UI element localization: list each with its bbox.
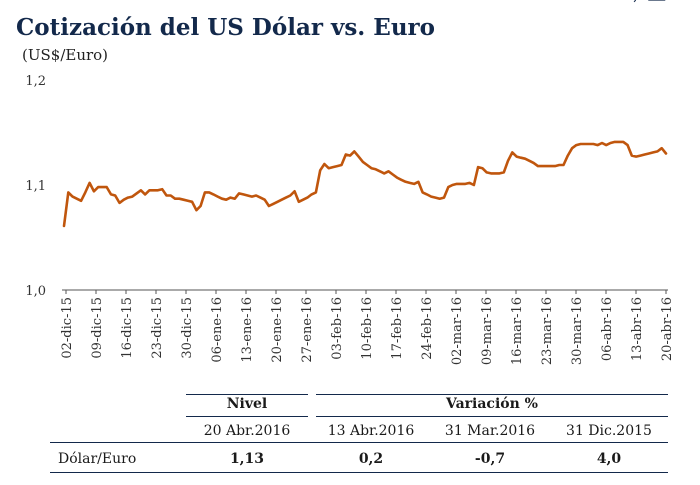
x-tick-label: 13-ene-16: [240, 297, 255, 363]
header-variacion: Variación %: [446, 396, 538, 412]
x-tick-label: 20-abr-16: [660, 297, 675, 361]
row-label: Dólar/Euro: [58, 451, 137, 467]
x-tick-label: 17-feb-16: [390, 297, 405, 360]
col-date-2: 13 Abr.2016: [327, 423, 415, 439]
x-tick-label: 20-ene-16: [270, 297, 285, 363]
x-tick-label: 10-feb-16: [360, 297, 375, 360]
table-mid-rule-nivel: [186, 416, 308, 417]
x-tick-label: 09-dic-15: [90, 297, 105, 359]
x-tick-label: 13-abr-16: [630, 297, 645, 361]
x-tick-label: 09-mar-16: [480, 297, 495, 365]
x-tick-label: 23-mar-16: [540, 297, 555, 365]
y-tick-label: 1,2: [25, 74, 46, 89]
x-tick-label: 03-feb-16: [330, 297, 345, 360]
value-var-31dic: 4,0: [596, 451, 622, 467]
x-tick-label: 02-mar-16: [450, 297, 465, 365]
col-date-1: 20 Abr.2016: [203, 423, 291, 439]
value-var-13abr: 0,2: [358, 451, 384, 467]
col-date-4: 31 Dic.2015: [566, 423, 652, 439]
series-line: [62, 140, 668, 228]
value-nivel: 1,13: [229, 451, 265, 467]
x-tick-label: 06-abr-16: [600, 297, 615, 361]
x-tick-label: 30-mar-16: [570, 297, 585, 365]
chart-subtitle: (US$/Euro): [22, 46, 109, 64]
x-tick-label: 30-dic-15: [180, 297, 195, 359]
table-mid-rule-variacion: [316, 416, 668, 417]
annotation-label: 1,13: [624, 0, 657, 4]
table-bottom-rule: [50, 472, 668, 473]
x-tick-label: 16-dic-15: [120, 297, 135, 359]
x-tick-label: 27-ene-16: [300, 297, 315, 363]
x-tick-label: 06-ene-16: [210, 297, 225, 363]
line-chart: 1,2 1,1 1,0 02-dic-15 09-dic-15 16-dic-15 23-d…: [25, 0, 675, 365]
y-tick-label: 1,0: [25, 284, 46, 299]
y-tick-label: 1,1: [25, 179, 46, 194]
x-tick-label: 23-dic-15: [150, 297, 165, 359]
x-tick-label: 02-dic-15: [60, 297, 75, 359]
col-date-3: 31 Mar.2016: [444, 423, 536, 439]
table-header-rule: [50, 442, 668, 443]
table-top-rule-variacion: [316, 394, 668, 395]
header-nivel: Nivel: [226, 396, 268, 412]
value-var-31mar: -0,7: [474, 451, 506, 467]
chart-title: Cotización del US Dólar vs. Euro: [16, 14, 436, 41]
x-tick-label: 24-feb-16: [420, 297, 435, 360]
x-tick-label: 16-mar-16: [510, 297, 525, 365]
table-top-rule-nivel: [186, 394, 308, 395]
